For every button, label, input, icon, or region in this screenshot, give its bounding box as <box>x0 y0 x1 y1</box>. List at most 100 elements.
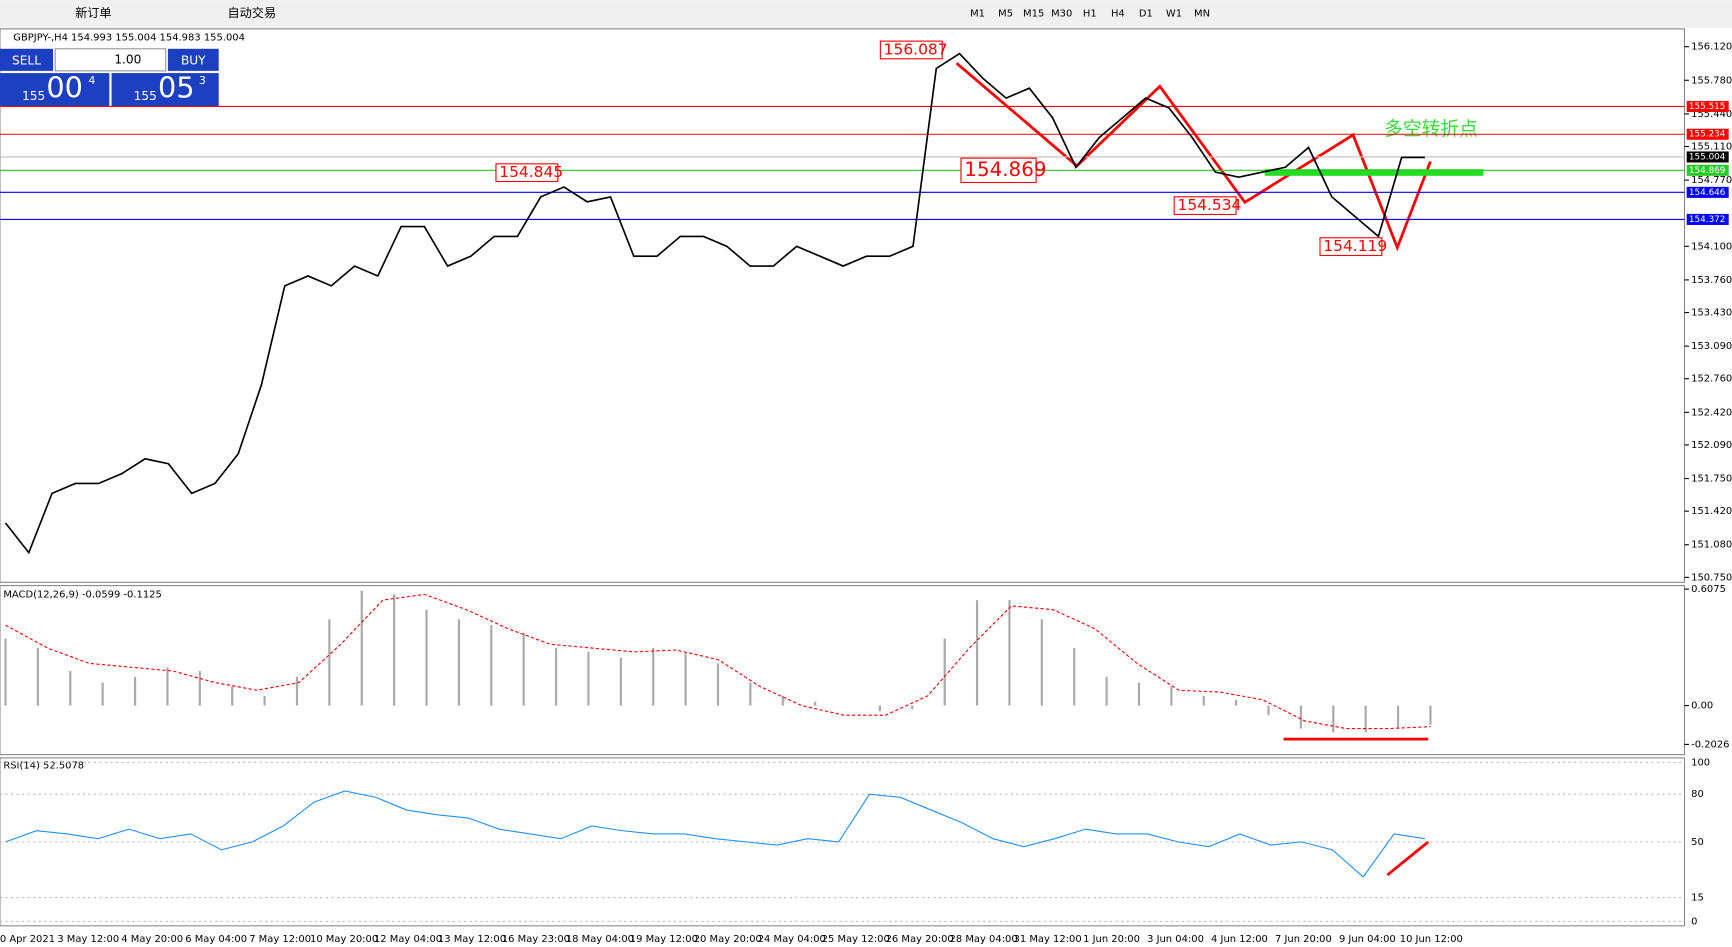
timeframe-button[interactable]: M1 <box>970 8 985 19</box>
x-tick-label: 10 May 20:00 <box>310 934 378 945</box>
timeframe-button[interactable]: W1 <box>1166 8 1182 19</box>
level-tag <box>1686 100 1729 112</box>
x-tick-label: 30 Apr 2021 <box>0 934 55 945</box>
level-label: 154.372 <box>1689 215 1726 225</box>
price-annotation: 154.119 <box>1323 237 1387 255</box>
y-tick-label: 155.110 <box>1691 141 1732 152</box>
buy-price-small: 3 <box>199 74 206 87</box>
macd-pane <box>0 585 1686 756</box>
buy-price-big: 155 <box>134 89 157 103</box>
x-tick-label: 3 May 12:00 <box>57 934 119 945</box>
timeframe-button[interactable]: M5 <box>998 8 1013 19</box>
price-annotation-box <box>1173 196 1237 216</box>
lots-field[interactable] <box>54 48 167 72</box>
y-tick-label: 151.750 <box>1691 474 1732 485</box>
y-tick-label: 150.750 <box>1691 572 1732 583</box>
y-tick-label: 50 <box>1691 837 1704 848</box>
x-tick-label: 24 May 04:00 <box>758 934 826 945</box>
macd-label: MACD(12,26,9) -0.0599 -0.1125 <box>3 589 162 600</box>
auto-trading-button[interactable]: 自动交易 <box>228 5 277 20</box>
y-tick-label: 15 <box>1691 893 1704 904</box>
price-annotation: 154.869 <box>964 158 1046 181</box>
y-tick-label: 156.120 <box>1691 42 1732 53</box>
timeframe-button[interactable]: H4 <box>1111 8 1125 19</box>
x-tick-label: 7 Jun 20:00 <box>1275 934 1332 945</box>
price-annotation-box <box>960 157 1037 184</box>
sell-price-big: 155 <box>22 89 45 103</box>
lots-value: 1.00 <box>114 52 141 66</box>
y-tick-label: 152.090 <box>1691 440 1732 451</box>
y-tick-label: 100 <box>1691 757 1710 768</box>
price-annotation: 154.534 <box>1177 196 1241 214</box>
level-tag <box>1686 186 1729 198</box>
x-tick-label: 28 May 04:00 <box>950 934 1018 945</box>
y-tick-label: 152.760 <box>1691 374 1732 385</box>
y-tick-label: 152.420 <box>1691 407 1732 418</box>
x-tick-label: 20 May 20:00 <box>694 934 762 945</box>
y-tick-label: 151.420 <box>1691 506 1732 517</box>
level-label: 155.004 <box>1689 152 1726 162</box>
x-tick-label: 4 Jun 12:00 <box>1211 934 1268 945</box>
level-tag <box>1686 213 1729 225</box>
x-tick-label: 10 Jun 12:00 <box>1400 934 1463 945</box>
level-label: 154.869 <box>1689 166 1726 176</box>
x-tick-label: 31 May 12:00 <box>1014 934 1082 945</box>
y-tick-label: 155.440 <box>1691 109 1732 120</box>
price-annotation: 156.087 <box>884 40 948 58</box>
level-tag <box>1686 164 1729 176</box>
x-tick-label: 25 May 12:00 <box>822 934 890 945</box>
x-tick-label: 16 May 23:00 <box>502 934 570 945</box>
timeframe-button[interactable]: MN <box>1194 8 1210 19</box>
level-label: 155.234 <box>1689 130 1726 140</box>
x-tick-label: 18 May 04:00 <box>566 934 634 945</box>
y-tick-label: 155.780 <box>1691 75 1732 86</box>
y-tick-label: 153.090 <box>1691 341 1732 352</box>
buy-button[interactable] <box>167 48 219 71</box>
y-tick-label: 151.080 <box>1691 540 1732 551</box>
buy-price-box[interactable] <box>111 73 219 107</box>
sell-price-small: 4 <box>88 74 95 87</box>
x-tick-label: 4 May 20:00 <box>121 934 183 945</box>
turning-point-note: 多空转折点 <box>1384 118 1478 140</box>
price-annotation-box <box>1319 237 1383 257</box>
y-tick-label: 0.00 <box>1691 701 1713 712</box>
timeframe-button[interactable]: M30 <box>1051 8 1072 19</box>
macd-signal <box>5 593 1431 730</box>
x-tick-label: 3 Jun 04:00 <box>1147 934 1204 945</box>
y-tick-label: 0 <box>1691 916 1697 927</box>
new-order-button[interactable]: 新订单 <box>75 5 111 20</box>
timeframe-button[interactable]: D1 <box>1139 8 1153 19</box>
y-tick-label: 154.100 <box>1691 241 1732 252</box>
level-label: 154.646 <box>1689 188 1726 198</box>
timeframe-button[interactable]: M15 <box>1023 8 1044 19</box>
x-tick-label: 26 May 20:00 <box>886 934 954 945</box>
x-tick-label: 12 May 04:00 <box>374 934 442 945</box>
sell-label: SELL <box>12 53 41 67</box>
x-tick-label: 19 May 12:00 <box>630 934 698 945</box>
trade-panel: SELL 1.00 BUY 155 00 4 155 05 3 <box>0 48 219 107</box>
price-line <box>4 52 1425 555</box>
sell-price-main: 00 <box>46 71 83 105</box>
sell-button[interactable] <box>0 48 54 71</box>
y-tick-label: 153.760 <box>1691 275 1732 286</box>
rsi-line <box>5 790 1426 878</box>
price-annotation-box <box>495 163 559 183</box>
timeframe-button[interactable]: H1 <box>1083 8 1097 19</box>
sell-price-box[interactable] <box>0 73 110 107</box>
y-tick-label: -0.2026 <box>1691 739 1729 750</box>
y-tick-label: 80 <box>1691 789 1704 800</box>
level-tag <box>1686 151 1729 163</box>
x-tick-label: 7 May 12:00 <box>249 934 311 945</box>
buy-price-main: 05 <box>158 71 195 105</box>
buy-label: BUY <box>181 53 206 67</box>
x-tick-label: 13 May 12:00 <box>438 934 506 945</box>
level-tag <box>1686 128 1729 140</box>
y-tick-label: 154.770 <box>1691 175 1732 186</box>
price-annotation-box <box>879 40 943 60</box>
y-tick-label: 0.6075 <box>1691 584 1726 595</box>
y-tick-label: 153.430 <box>1691 308 1732 319</box>
price-annotation: 154.845 <box>499 163 563 181</box>
price-pane <box>0 28 1686 583</box>
